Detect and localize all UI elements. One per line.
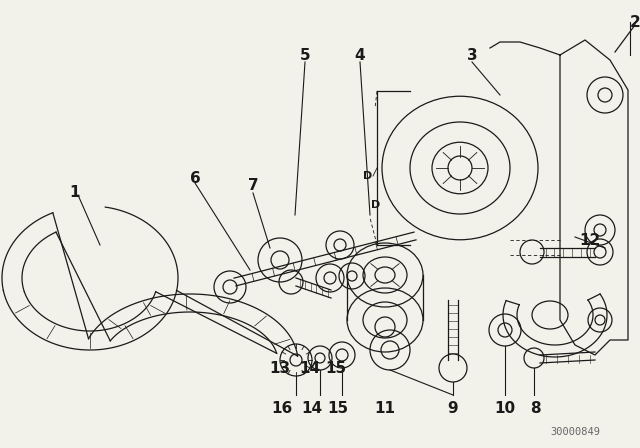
- Text: 5: 5: [300, 47, 310, 63]
- Text: D: D: [363, 171, 372, 181]
- Text: 6: 6: [189, 171, 200, 185]
- Text: 11: 11: [374, 401, 396, 415]
- Text: 15: 15: [328, 401, 349, 415]
- Text: 7: 7: [248, 177, 259, 193]
- Text: 14: 14: [301, 401, 323, 415]
- Text: 9: 9: [448, 401, 458, 415]
- Text: 10: 10: [495, 401, 516, 415]
- Text: 3: 3: [467, 47, 477, 63]
- Text: 4: 4: [355, 47, 365, 63]
- Text: 30000849: 30000849: [550, 427, 600, 437]
- Text: 1: 1: [70, 185, 80, 199]
- Text: 8: 8: [530, 401, 540, 415]
- Text: 12: 12: [579, 233, 600, 247]
- Text: 15: 15: [325, 361, 347, 375]
- Text: 14: 14: [300, 361, 321, 375]
- Text: D: D: [371, 200, 381, 210]
- Text: 13: 13: [269, 361, 291, 375]
- Text: 16: 16: [271, 401, 292, 415]
- Text: 2: 2: [630, 14, 640, 30]
